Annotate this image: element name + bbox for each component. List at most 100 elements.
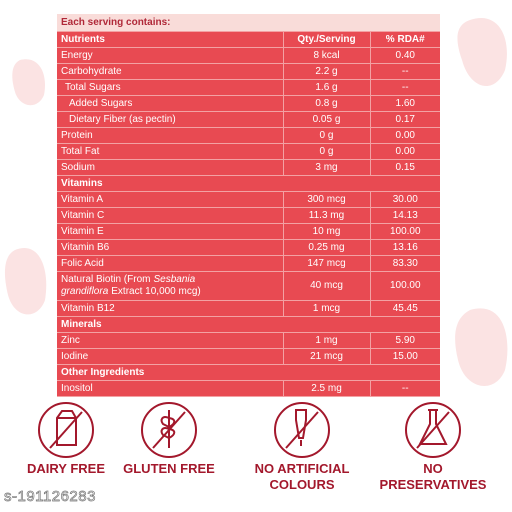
nutrient-row: Energy 8 kcal 0.40 [57,47,441,64]
nutrient-name: Vitamin B12 [57,300,283,317]
badge-label: GLUTEN FREE [123,461,215,476]
nutrient-row: Sodium 3 mg 0.15 [57,159,441,176]
section-title: Vitamins [57,175,441,192]
quantity: 1 mg [282,332,370,349]
quantity: 2.2 g [282,63,370,80]
quantity: 11.3 mg [282,207,370,224]
section-row: Minerals [57,316,441,333]
quantity: 10 mg [282,223,370,240]
nutrient-name: Protein [57,127,283,144]
header-row: Nutrients Qty./Serving% RDA# [57,31,441,48]
quantity: 300 mcg [282,191,370,208]
nutrient-name: Energy [57,47,283,64]
nutrient-name: Inositol [57,380,283,397]
nutrient-name: Iodine [57,348,283,365]
quantity: 3 mg [282,159,370,176]
caption-row: Each serving contains: [57,14,441,32]
gluten-free-icon [141,402,197,458]
rda: -- [369,63,441,80]
nutrient-row: Protein 0 g 0.00 [57,127,441,144]
rda: -- [369,79,441,96]
rda: 1.60 [369,95,441,112]
nutrition-table: Each serving contains: Nutrients Qty./Serv… [57,14,441,397]
quantity: 0.05 g [282,111,370,128]
quantity: 40 mcg [282,271,370,301]
badge-label: DAIRY FREE [26,461,105,476]
quantity: 1.6 g [282,79,370,96]
nutrient-row: Total Sugars 1.6 g -- [57,79,441,96]
rda: 0.40 [369,47,441,64]
nutrient-name: Sodium [57,159,283,176]
quantity: 0 g [282,143,370,160]
quantity: 1 mcg [282,300,370,317]
rda: 100.00 [369,271,441,301]
name-part: Natural Biotin (From [61,274,151,285]
badge-label: NO ARTIFICIAL COLOURS [254,461,350,492]
nutrient-name: Total Sugars [57,79,283,96]
nutrient-name: Folic Acid [57,255,283,272]
dairy-free-icon [38,402,94,458]
rda: -- [369,380,441,397]
section-row: Vitamins [57,175,441,192]
name-part: Extract 10,000 mcg) [111,286,201,297]
rda: 0.00 [369,127,441,144]
nutrient-row: Natural Biotin (From Sesbania grandiflora… [57,271,441,301]
rda: 0.00 [369,143,441,160]
section-title: Other Ingredients [57,364,441,381]
quantity: 0 g [282,127,370,144]
nutrient-name: Vitamin E [57,223,283,240]
no-preservatives-icon [405,402,461,458]
quantity: 8 kcal [282,47,370,64]
nutrient-row: Vitamin E 10 mg 100.00 [57,223,441,240]
quantity: 147 mcg [282,255,370,272]
nutrient-row: Carbohydrate 2.2 g -- [57,63,441,80]
section-row: Other Ingredients [57,364,441,381]
nutrient-row: Folic Acid 147 mcg 83.30 [57,255,441,272]
nutrient-row: Vitamin B12 1 mcg 45.45 [57,300,441,317]
nutrient-row: Dietary Fiber (as pectin) 0.05 g 0.17 [57,111,441,128]
watermark: s-191126283 [4,488,96,506]
nutrient-row: Zinc 1 mg 5.90 [57,332,441,349]
quantity: 2.5 mg [282,380,370,397]
header-cell: Qty./Serving [282,31,370,48]
header-cell: Nutrients [57,31,283,48]
nutrient-name: Dietary Fiber (as pectin) [57,111,283,128]
no-artificial-colours-icon [274,402,330,458]
nutrient-row: Vitamin B6 0.25 mg 13.16 [57,239,441,256]
nutrient-name: Carbohydrate [57,63,283,80]
nutrient-name: Vitamin B6 [57,239,283,256]
rda: 5.90 [369,332,441,349]
nutrient-row: Vitamin A 300 mcg 30.00 [57,191,441,208]
rda: 14.13 [369,207,441,224]
rda: 0.17 [369,111,441,128]
nutrient-name: Vitamin A [57,191,283,208]
nutrient-name: Zinc [57,332,283,349]
header-cell: % RDA# [369,31,441,48]
quantity: 0.8 g [282,95,370,112]
nutrient-row: Vitamin C 11.3 mg 14.13 [57,207,441,224]
rda: 0.15 [369,159,441,176]
nutrient-name: Vitamin C [57,207,283,224]
nutrient-row: Iodine 21 mcg 15.00 [57,348,441,365]
rda: 45.45 [369,300,441,317]
caption: Each serving contains: [57,14,441,32]
section-title: Minerals [57,316,441,333]
nutrient-row: Added Sugars 0.8 g 1.60 [57,95,441,112]
nutrient-name: Natural Biotin (From Sesbania grandiflora… [57,271,283,301]
rda: 15.00 [369,348,441,365]
nutrient-row: Total Fat 0 g 0.00 [57,143,441,160]
rda: 100.00 [369,223,441,240]
rda: 13.16 [369,239,441,256]
quantity: 0.25 mg [282,239,370,256]
nutrient-row: Inositol 2.5 mg -- [57,380,441,397]
name-part: Sesbania grandiflora [61,274,196,297]
rda: 83.30 [369,255,441,272]
rda: 30.00 [369,191,441,208]
badge-label: NO PRESERVATIVES [379,461,487,492]
nutrient-name: Added Sugars [57,95,283,112]
quantity: 21 mcg [282,348,370,365]
nutrient-name: Total Fat [57,143,283,160]
